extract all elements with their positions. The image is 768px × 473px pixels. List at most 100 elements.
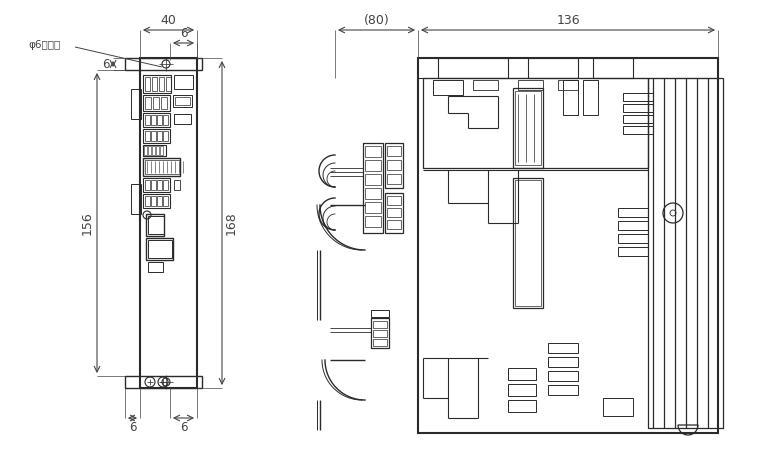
Text: 6: 6 — [102, 58, 110, 70]
Bar — [618, 234, 648, 243]
Bar — [143, 95, 170, 111]
Bar — [623, 93, 653, 101]
Bar — [623, 104, 653, 112]
Bar — [157, 115, 162, 125]
Bar — [618, 221, 648, 230]
Bar — [125, 58, 202, 70]
Bar — [385, 193, 403, 233]
Bar — [623, 126, 653, 134]
Bar — [373, 321, 387, 328]
Text: 168: 168 — [225, 211, 238, 235]
Bar — [385, 143, 403, 188]
Bar — [548, 357, 578, 367]
Bar — [373, 339, 387, 346]
Bar — [548, 371, 578, 381]
Bar — [618, 208, 648, 217]
Bar — [515, 91, 541, 165]
Bar — [148, 262, 164, 272]
Bar — [174, 180, 180, 190]
Bar — [145, 180, 150, 190]
Bar — [131, 89, 141, 119]
Bar — [363, 143, 383, 233]
Bar — [148, 146, 151, 155]
Bar — [387, 160, 401, 170]
Bar — [365, 188, 381, 199]
Bar — [125, 376, 202, 388]
Bar — [151, 131, 156, 141]
Bar — [143, 75, 171, 93]
Bar — [140, 58, 197, 388]
Bar — [145, 97, 151, 109]
Bar — [583, 80, 598, 115]
Bar — [157, 131, 162, 141]
Bar — [163, 115, 168, 125]
Bar — [148, 240, 173, 258]
Bar — [145, 77, 150, 91]
Bar — [146, 238, 173, 260]
Bar — [143, 129, 170, 143]
Bar — [371, 310, 389, 317]
Bar — [548, 385, 578, 395]
Bar — [151, 180, 156, 190]
Bar — [513, 178, 543, 308]
Bar — [365, 146, 381, 157]
Bar — [433, 80, 463, 95]
Bar — [174, 114, 191, 124]
Bar — [163, 196, 168, 206]
Bar — [648, 78, 723, 428]
Bar — [387, 196, 401, 205]
Bar — [174, 75, 193, 89]
Bar — [153, 97, 159, 109]
Bar — [365, 174, 381, 185]
Text: 156: 156 — [81, 211, 94, 235]
Bar — [143, 113, 170, 127]
Bar — [373, 330, 387, 337]
Bar — [148, 216, 164, 234]
Bar — [508, 368, 536, 380]
Text: 6: 6 — [129, 421, 136, 434]
Bar — [143, 178, 170, 192]
Bar — [152, 146, 155, 155]
Text: 6: 6 — [180, 27, 187, 40]
Bar — [157, 180, 162, 190]
Bar — [146, 214, 164, 236]
Bar — [508, 400, 536, 412]
Bar — [473, 80, 498, 90]
Text: φ6取付穴: φ6取付穴 — [28, 40, 60, 50]
Bar — [143, 194, 170, 208]
Bar — [423, 78, 648, 168]
Bar — [145, 196, 150, 206]
Bar — [387, 146, 401, 156]
Bar — [623, 115, 653, 123]
Bar — [513, 88, 543, 168]
Bar — [387, 174, 401, 184]
Bar — [515, 180, 541, 306]
Bar — [618, 247, 648, 256]
Bar — [151, 196, 156, 206]
Bar — [518, 80, 543, 90]
Bar — [563, 80, 578, 115]
Bar — [508, 384, 536, 396]
Bar — [528, 58, 578, 78]
Bar — [558, 80, 578, 90]
Bar — [161, 97, 167, 109]
Bar — [387, 208, 401, 217]
Text: 136: 136 — [556, 14, 580, 27]
Bar — [145, 115, 150, 125]
Bar — [548, 343, 578, 353]
Bar — [174, 97, 190, 105]
Bar — [131, 184, 141, 214]
Bar — [145, 131, 150, 141]
Bar — [371, 318, 389, 348]
Bar — [151, 115, 156, 125]
Bar — [418, 58, 718, 433]
Bar — [593, 58, 633, 78]
Bar — [144, 146, 147, 155]
Bar — [159, 77, 164, 91]
Bar — [365, 216, 381, 227]
Bar — [143, 158, 180, 176]
Bar — [160, 146, 163, 155]
Bar — [603, 398, 633, 416]
Bar — [152, 77, 157, 91]
Bar — [145, 160, 180, 174]
